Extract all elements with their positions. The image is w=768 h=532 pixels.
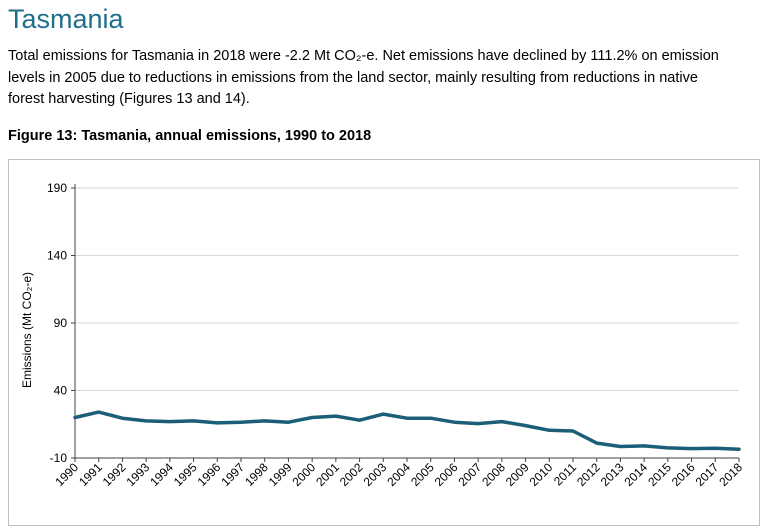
x-tick-label: 2012 bbox=[574, 460, 603, 489]
x-tick-label: 2014 bbox=[621, 460, 650, 489]
chart-frame: -10 40 90 140 190 1990 1991 1992 1993 1994 1995 19… bbox=[8, 159, 760, 526]
x-tick-label: 2004 bbox=[384, 460, 413, 489]
x-tick-label: 1997 bbox=[218, 460, 247, 489]
data-point bbox=[358, 419, 361, 422]
axes bbox=[71, 184, 740, 462]
section-heading: Tasmania bbox=[8, 4, 124, 34]
data-point bbox=[334, 414, 338, 418]
x-tick-label: 2003 bbox=[361, 460, 390, 489]
x-tick-label: 2001 bbox=[313, 460, 342, 489]
y-tick-label: 40 bbox=[54, 384, 68, 398]
y-axis-title: Emissions (Mt CO₂-e) bbox=[20, 272, 34, 388]
x-tick-label: 1998 bbox=[242, 460, 271, 489]
data-point bbox=[144, 419, 148, 423]
data-point bbox=[310, 416, 314, 419]
data-point bbox=[263, 419, 266, 423]
x-tick-label: 2016 bbox=[669, 460, 698, 489]
data-point bbox=[476, 422, 480, 425]
x-tick-label: 2008 bbox=[479, 460, 508, 489]
gridlines bbox=[75, 187, 739, 391]
x-tick-label: 2013 bbox=[598, 460, 627, 489]
data-point bbox=[287, 421, 290, 424]
data-point bbox=[595, 441, 598, 445]
y-tick-label: 140 bbox=[47, 249, 67, 263]
figure-title: Figure 13: Tasmania, annual emissions, 1… bbox=[8, 128, 372, 144]
data-point bbox=[382, 412, 385, 416]
x-tick-label: 1994 bbox=[147, 460, 176, 489]
x-tick-label: 1996 bbox=[195, 460, 224, 489]
data-point bbox=[642, 444, 646, 448]
y-tick-labels: -10 40 90 140 190 bbox=[47, 181, 67, 465]
x-tick-label: 1999 bbox=[266, 460, 295, 489]
data-point bbox=[500, 420, 504, 423]
data-point bbox=[453, 421, 456, 424]
series-layer bbox=[73, 410, 741, 451]
x-tick-label: 2010 bbox=[527, 460, 556, 489]
data-point bbox=[548, 429, 551, 432]
y-tick-label: 190 bbox=[47, 181, 67, 195]
x-tick-label: 2006 bbox=[432, 460, 461, 489]
x-tick-label: 2007 bbox=[455, 460, 484, 489]
data-point bbox=[524, 424, 527, 427]
intro-paragraph: Total emissions for Tasmania in 2018 wer… bbox=[8, 48, 719, 107]
x-tick-label: 2015 bbox=[645, 460, 674, 489]
x-tick-label: 2002 bbox=[337, 460, 366, 489]
y-tick-label: 90 bbox=[54, 316, 68, 330]
y-tick-label: -10 bbox=[50, 451, 68, 465]
data-point bbox=[192, 419, 195, 423]
data-point bbox=[737, 448, 741, 451]
x-tick-labels: 1990199119921993199419951996199719981999… bbox=[52, 460, 745, 489]
x-tick-label: 1993 bbox=[123, 460, 152, 489]
data-point bbox=[73, 416, 77, 419]
emissions-line-chart: -10 40 90 140 190 19901991199219931994199519… bbox=[20, 181, 745, 489]
x-tick-label: 1995 bbox=[171, 460, 200, 489]
data-point bbox=[168, 420, 172, 423]
x-tick-label: 1992 bbox=[100, 460, 129, 489]
data-point bbox=[97, 410, 100, 414]
x-tick-label: 2000 bbox=[289, 460, 318, 489]
data-point bbox=[571, 429, 575, 433]
data-point bbox=[405, 416, 409, 420]
data-point bbox=[239, 421, 243, 424]
data-point bbox=[690, 447, 693, 450]
x-tick-label: 2017 bbox=[693, 460, 722, 489]
x-tick-label: 2009 bbox=[503, 460, 532, 489]
x-tick-label: 2005 bbox=[408, 460, 437, 489]
data-point bbox=[216, 421, 219, 425]
x-tick-label: 1991 bbox=[76, 460, 105, 489]
data-point bbox=[714, 447, 717, 450]
data-point bbox=[619, 445, 622, 448]
data-point bbox=[121, 416, 124, 420]
data-point bbox=[429, 416, 432, 420]
data-point bbox=[666, 446, 670, 450]
x-tick-label: 2018 bbox=[716, 460, 745, 489]
x-tick-label: 2011 bbox=[551, 460, 579, 488]
